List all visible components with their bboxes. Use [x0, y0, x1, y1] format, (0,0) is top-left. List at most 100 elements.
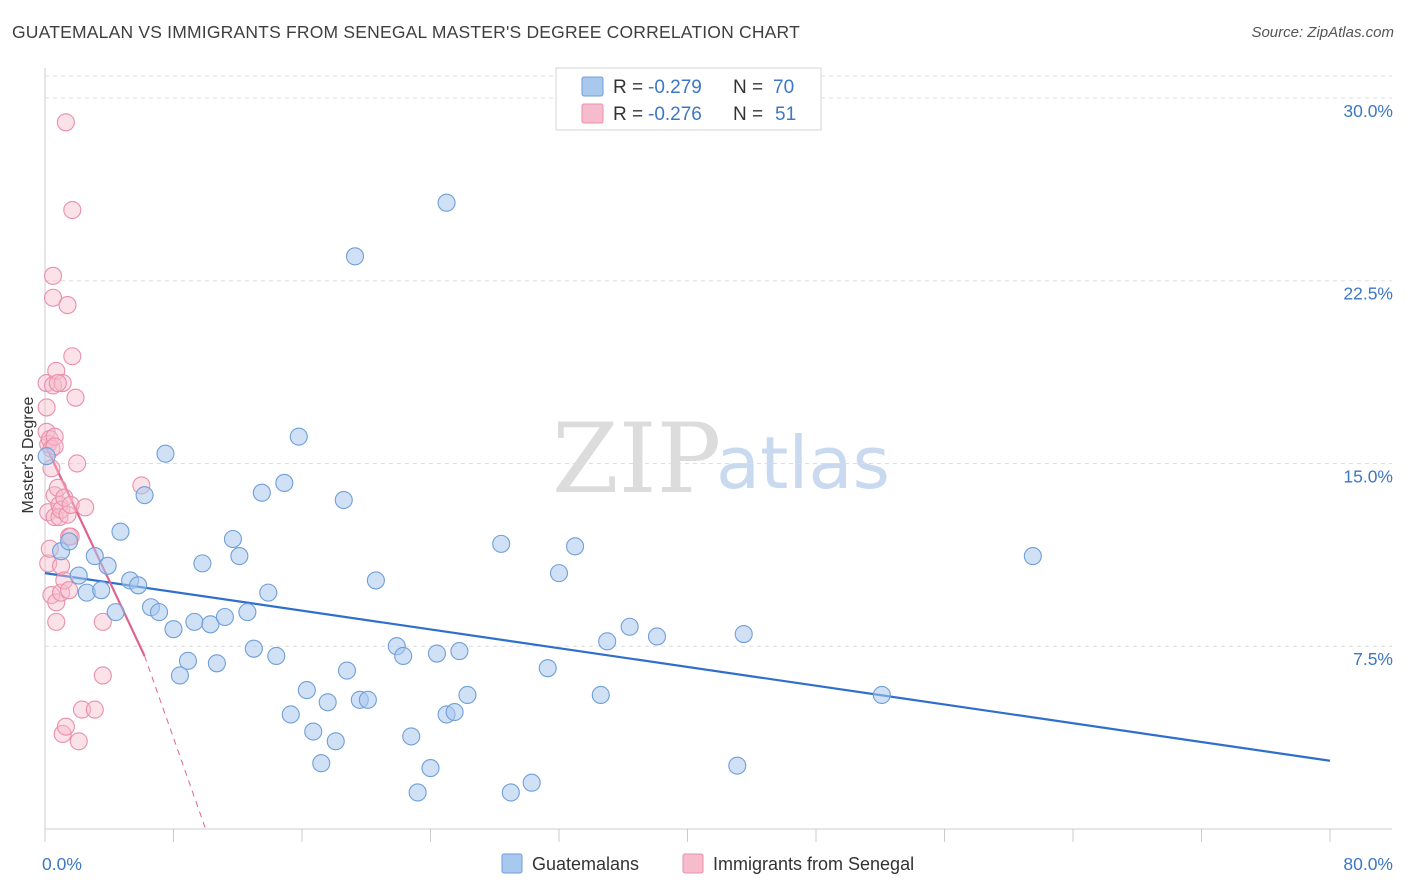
legend-swatch-guatemalans: [581, 76, 604, 97]
guatemalan-point: [201, 615, 220, 634]
senegal-point: [43, 288, 63, 307]
guatemalan-point: [366, 571, 385, 590]
guatemalan-point: [337, 661, 357, 680]
senegal-point: [72, 700, 91, 719]
guatemalan-point: [149, 603, 169, 622]
senegal-point: [48, 373, 67, 393]
senegal-point: [85, 700, 104, 719]
senegal-regression-extension: [144, 655, 207, 830]
guatemalan-point: [408, 783, 427, 802]
guatemalan-point: [598, 632, 617, 651]
series-label-guatemalans: Guatemalans: [532, 854, 639, 874]
series-legend: Guatemalans Immigrants from Senegal: [501, 853, 914, 874]
guatemalan-point: [345, 247, 365, 266]
watermark: ZIP atlas: [552, 403, 890, 515]
guatemalan-point: [289, 427, 308, 446]
guatemalan-point: [334, 490, 353, 510]
guatemalan-point: [445, 702, 464, 722]
guatemalan-point: [185, 612, 204, 631]
guatemalan-point: [85, 547, 104, 566]
guatemalan-point: [193, 554, 212, 573]
senegal-point: [93, 666, 112, 685]
guatemalan-point: [421, 759, 440, 778]
guatemalan-point: [450, 642, 469, 661]
tick-labels: 7.5% 15.0% 22.5% 30.0% 0.0% 80.0%: [42, 101, 1393, 874]
guatemalan-point: [734, 624, 753, 644]
guatemalan-point: [69, 566, 88, 585]
guatemalan-point: [492, 534, 511, 553]
guatemalan-point: [549, 564, 569, 583]
senegal-point: [58, 505, 77, 524]
guatemalan-point: [281, 705, 300, 724]
senegal-point: [56, 717, 75, 736]
legend-n-value-2: 51: [775, 104, 796, 125]
senegal-point: [68, 454, 87, 473]
legend-n-label-1: N =: [733, 77, 763, 98]
guatemalan-point: [164, 620, 183, 639]
guatemalan-point: [244, 639, 263, 658]
senegal-point: [63, 347, 82, 366]
guatemalan-point: [394, 646, 413, 666]
guatemalan-point: [92, 581, 111, 600]
guatemalan-point: [522, 773, 541, 792]
guatemalan-point: [501, 783, 520, 802]
guatemalan-point: [252, 483, 271, 502]
senegal-point: [76, 498, 95, 517]
x-tick-label-max: 80.0%: [1343, 854, 1393, 874]
senegal-point: [63, 200, 82, 220]
guatemalan-point: [326, 732, 345, 751]
x-tick-label-min: 0.0%: [42, 854, 82, 874]
senegal-point: [60, 581, 79, 600]
senegal-point: [93, 612, 112, 631]
senegal-point: [47, 593, 66, 612]
y-tick-label: 30.0%: [1343, 101, 1393, 121]
y-tick-label: 15.0%: [1343, 466, 1393, 486]
series-swatch-guatemalans: [501, 853, 523, 874]
senegal-point: [47, 612, 66, 631]
series-label-senegal: Immigrants from Senegal: [713, 854, 914, 874]
guatemalan-point: [215, 607, 234, 627]
guatemalan-point: [297, 681, 316, 700]
guatemalan-point: [437, 193, 456, 212]
guatemalan-point: [402, 727, 421, 746]
guatemalan-point: [37, 447, 56, 466]
guatemalan-point: [170, 666, 189, 685]
guatemalan-point: [318, 693, 337, 712]
guatemalan-point: [178, 651, 198, 670]
senegal-point: [37, 398, 56, 417]
guatemalan-point: [267, 646, 286, 666]
guatemalan-point: [358, 690, 377, 709]
guatemalan-point: [238, 603, 257, 622]
guatemalan-regression-line: [44, 572, 1331, 762]
y-axis-label: Master's Degree: [20, 396, 37, 513]
guatemalan-point: [1023, 547, 1042, 566]
guatemalan-point: [111, 522, 130, 541]
guatemalan-point: [538, 659, 557, 678]
legend-r-value-1: -0.279: [648, 77, 702, 98]
senegal-point: [45, 427, 64, 446]
guatemalan-point: [312, 754, 331, 773]
guatemalan-point: [135, 486, 154, 505]
guatemalan-point: [129, 576, 148, 595]
guatemalan-point: [427, 644, 446, 663]
guatemalan-point: [620, 617, 639, 636]
guatemalan-point: [106, 603, 125, 622]
senegal-point: [61, 495, 80, 514]
guatemalan-point: [98, 556, 117, 575]
chart-title: GUATEMALAN VS IMMIGRANTS FROM SENEGAL MA…: [12, 22, 800, 42]
y-tick-label: 7.5%: [1353, 649, 1393, 669]
senegal-point: [66, 388, 85, 407]
legend-swatch-senegal: [581, 103, 604, 124]
senegal-point: [43, 266, 63, 285]
legend-r-label-1: R =: [613, 77, 643, 98]
guatemalan-point: [60, 532, 79, 551]
senegal-point: [58, 296, 77, 315]
guatemalan-point: [275, 473, 294, 493]
senegal-point: [69, 732, 88, 751]
legend-r-value-2: -0.276: [648, 104, 702, 125]
senegal-point: [56, 113, 75, 132]
senegal-point: [53, 373, 72, 393]
guatemalan-point: [304, 722, 323, 741]
guatemalan-points: [37, 193, 1042, 802]
